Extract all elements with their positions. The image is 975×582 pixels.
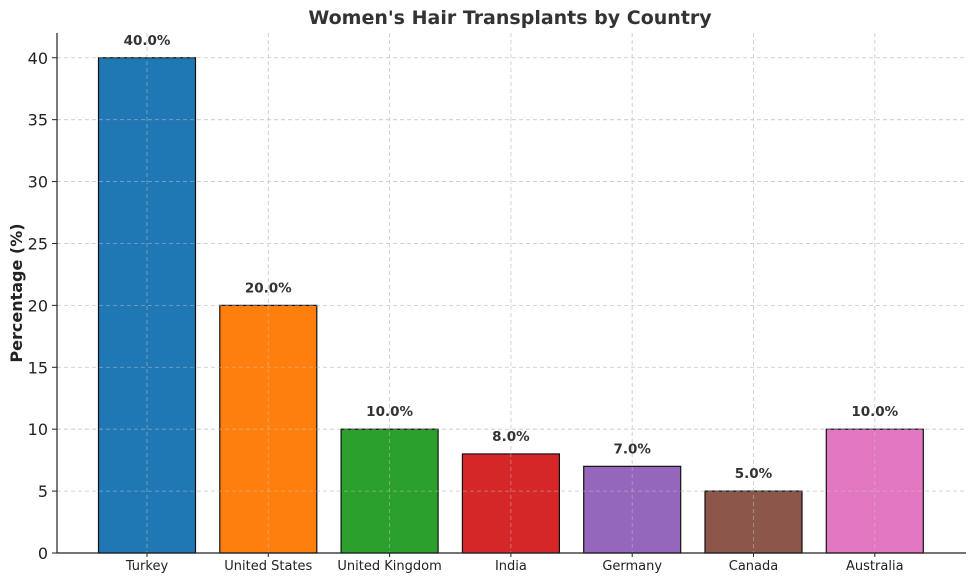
y-tick-label: 25 — [28, 234, 48, 253]
y-axis-label: Percentage (%) — [7, 223, 26, 362]
bars — [57, 33, 966, 554]
y-tick-label: 0 — [38, 544, 48, 563]
y-tick-label: 20 — [28, 296, 48, 315]
bar-value-label: 5.0% — [735, 466, 773, 482]
axes — [52, 33, 966, 557]
bar-canada — [704, 490, 803, 554]
labels: 0 5 10 15 20 25 30 35 40 Turkey 40.0% United States… — [28, 33, 904, 574]
y-tick-label: 40 — [28, 49, 48, 68]
bar-value-label: 7.0% — [613, 441, 651, 457]
x-tick-label: United States — [224, 559, 312, 574]
chart-title: Women's Hair Transplants by Country — [308, 7, 712, 29]
bar-value-label: 40.0% — [124, 33, 171, 49]
y-tick-label: 30 — [28, 173, 48, 192]
grid-overlay — [57, 33, 966, 554]
y-tick-label: 15 — [28, 358, 48, 377]
bar-value-label: 10.0% — [366, 404, 413, 420]
x-tick-label: India — [495, 559, 527, 574]
x-tick-label: Turkey — [125, 559, 169, 574]
bar-value-label: 8.0% — [492, 429, 530, 445]
x-tick-label: Canada — [729, 559, 778, 574]
y-tick-label: 35 — [28, 111, 48, 130]
bar-value-label: 20.0% — [245, 280, 292, 296]
bar-value-label: 10.0% — [851, 404, 898, 420]
x-tick-label: Australia — [846, 559, 904, 574]
x-tick-label: United Kingdom — [337, 559, 441, 574]
y-tick-label: 10 — [28, 420, 48, 439]
y-tick-label: 5 — [38, 482, 48, 501]
x-tick-label: Germany — [602, 559, 662, 574]
